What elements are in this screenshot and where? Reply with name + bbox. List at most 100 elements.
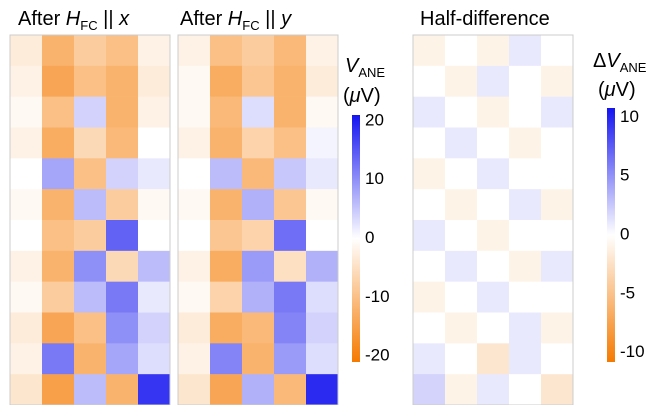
- heatmap-cell: [477, 220, 510, 252]
- heatmap-cell: [509, 250, 542, 282]
- heatmap-cell: [509, 281, 542, 313]
- heatmap-cell: [42, 35, 75, 67]
- heatmap-cell: [306, 96, 339, 128]
- heatmap-cell: [138, 65, 171, 97]
- heatmap-cell: [42, 96, 75, 128]
- heatmap-cell: [74, 158, 107, 190]
- heatmap-cell: [74, 374, 107, 405]
- heatmap-cell: [138, 281, 171, 313]
- heatmap-cell: [445, 343, 478, 375]
- heatmap-cell: [138, 35, 171, 67]
- heatmap-cell: [274, 220, 307, 252]
- heatmap-cell: [306, 189, 339, 221]
- heatmap-cell: [445, 374, 478, 405]
- heatmap-cell: [74, 250, 107, 282]
- colorbar: [352, 115, 360, 362]
- colorbar-tick-label: -10: [620, 342, 645, 361]
- heatmap-cell: [106, 127, 139, 159]
- heatmap-cell: [413, 281, 446, 313]
- heatmap-cell: [42, 250, 75, 282]
- heatmap-cell: [306, 250, 339, 282]
- heatmap-cell: [306, 158, 339, 190]
- heatmap-cell: [509, 374, 542, 405]
- heatmap-cell: [541, 189, 574, 221]
- heatmap-cell: [178, 343, 211, 375]
- heatmap-cell: [42, 343, 75, 375]
- heatmap-cell: [413, 158, 446, 190]
- panel-frame: [412, 34, 574, 405]
- heatmap-cell: [138, 127, 171, 159]
- heatmap-cell: [541, 65, 574, 97]
- heatmap-cell: [242, 312, 275, 344]
- heatmap-cell: [210, 281, 243, 313]
- heatmap-cell: [306, 65, 339, 97]
- heatmap-cell: [274, 281, 307, 313]
- heatmap-cell: [242, 65, 275, 97]
- heatmap-cell: [106, 189, 139, 221]
- heatmap-cell: [138, 374, 171, 405]
- heatmap-cell: [413, 96, 446, 128]
- heatmap-cell: [42, 374, 75, 405]
- heatmap-cell: [10, 158, 43, 190]
- heatmap-cell: [106, 343, 139, 375]
- heatmap-cell: [477, 35, 510, 67]
- colorbar-tick-label: 10: [620, 107, 639, 126]
- heatmap-cell: [10, 65, 43, 97]
- colorbar: [607, 108, 615, 362]
- heatmap-cell: [541, 158, 574, 190]
- heatmap-cell: [106, 281, 139, 313]
- heatmap-cell: [210, 65, 243, 97]
- heatmap-cell: [210, 374, 243, 405]
- heatmap-cell: [541, 35, 574, 67]
- heatmap-cell: [509, 312, 542, 344]
- heatmap-cell: [274, 158, 307, 190]
- heatmap-cell: [138, 158, 171, 190]
- heatmap-cell: [74, 35, 107, 67]
- heatmap-cell: [242, 158, 275, 190]
- heatmap-cell: [210, 189, 243, 221]
- heatmap-cell: [210, 158, 243, 190]
- heatmap-cell: [106, 96, 139, 128]
- heatmap-cell: [242, 189, 275, 221]
- heatmap-cell: [274, 250, 307, 282]
- heatmap-cell: [413, 343, 446, 375]
- heatmap-cell: [106, 35, 139, 67]
- heatmap-cell: [106, 374, 139, 405]
- heatmap-cell: [445, 158, 478, 190]
- colorbar-label: ΔVANE: [593, 50, 647, 75]
- heatmap-cell: [413, 127, 446, 159]
- panel-title: After HFC || x: [18, 8, 130, 33]
- heatmap-cell: [242, 35, 275, 67]
- heatmap-cell: [178, 96, 211, 128]
- heatmap-cell: [477, 65, 510, 97]
- heatmap-cell: [413, 65, 446, 97]
- heatmap-cell: [477, 96, 510, 128]
- heatmap-cell: [445, 127, 478, 159]
- heatmap-cell: [178, 158, 211, 190]
- heatmap-cell: [10, 127, 43, 159]
- heatmap-cell: [74, 220, 107, 252]
- heatmap-cell: [477, 250, 510, 282]
- heatmap-cell: [541, 281, 574, 313]
- heatmap-cell: [306, 220, 339, 252]
- heatmap-cell: [509, 220, 542, 252]
- heatmap-cell: [306, 374, 339, 405]
- panel-title: Half-difference: [420, 8, 550, 30]
- heatmap-cell: [274, 312, 307, 344]
- panel-title: After HFC || y: [180, 8, 292, 33]
- heatmap-cell: [210, 35, 243, 67]
- colorbar-tick-label: 20: [365, 110, 384, 129]
- heatmap-cell: [10, 312, 43, 344]
- heatmap-cell: [42, 189, 75, 221]
- heatmap-cell: [138, 312, 171, 344]
- heatmap-cell: [138, 250, 171, 282]
- heatmap-cell: [445, 96, 478, 128]
- heatmap-cell: [210, 250, 243, 282]
- heatmap-cell: [541, 220, 574, 252]
- heatmap-cell: [178, 281, 211, 313]
- colorbar-tick-label: 0: [620, 224, 629, 243]
- heatmap-cell: [106, 250, 139, 282]
- heatmap-cell: [541, 343, 574, 375]
- heatmap-cell: [509, 65, 542, 97]
- heatmap-cell: [445, 312, 478, 344]
